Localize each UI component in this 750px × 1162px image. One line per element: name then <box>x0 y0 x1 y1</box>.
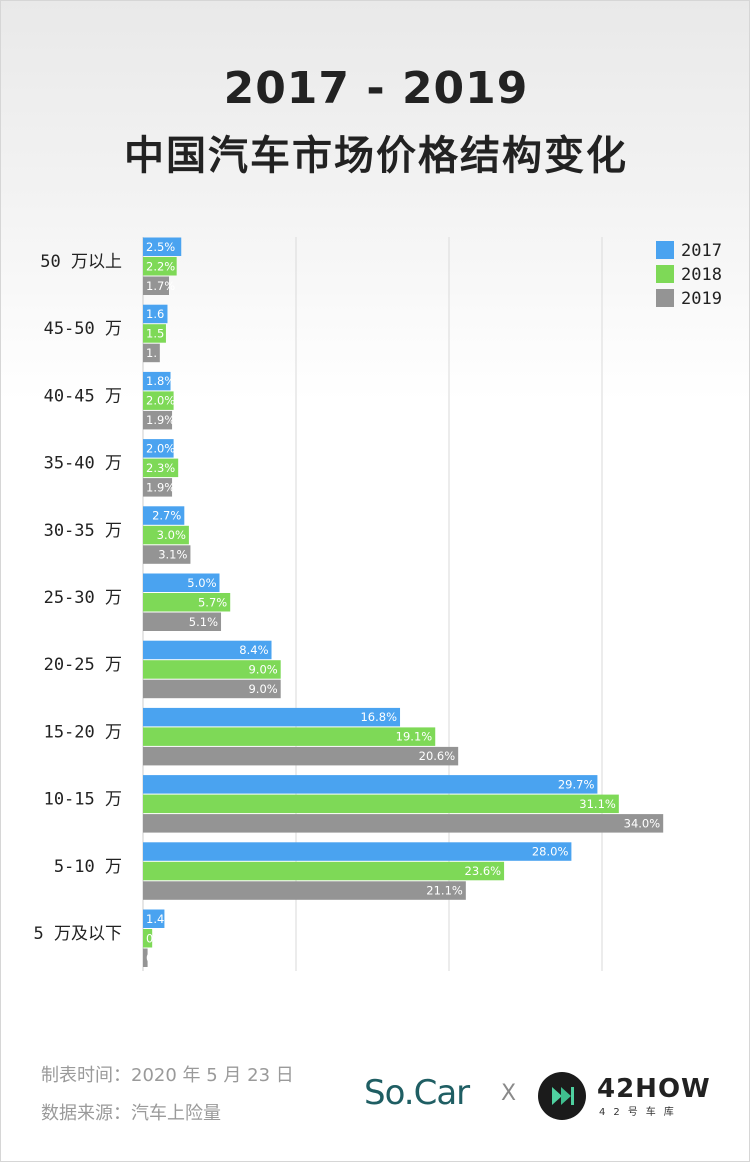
data-label: 5.0% <box>187 576 216 590</box>
category-label: 5-10 万 <box>54 857 122 877</box>
data-label: 5.7% <box>198 595 227 609</box>
bar-2019 <box>143 679 281 699</box>
data-label: 21.1% <box>426 884 463 898</box>
bar-2017 <box>143 640 272 660</box>
bar-2017 <box>143 707 401 727</box>
bar-2018 <box>143 593 231 612</box>
data-label: 1.8% <box>146 374 175 388</box>
bar-2018 <box>143 257 177 276</box>
bar-2019 <box>143 746 459 766</box>
bar-2018 <box>143 861 505 881</box>
data-label: 34.0% <box>624 816 661 830</box>
legend-swatch <box>656 289 674 307</box>
data-label: 3.0% <box>157 528 186 542</box>
bar-2019 <box>143 612 222 631</box>
category-label: 5 万及以下 <box>34 924 122 944</box>
bar-2019 <box>143 410 173 430</box>
category-label: 50 万以上 <box>40 252 122 272</box>
data-label: 9.0% <box>248 662 277 676</box>
category-label: 25-30 万 <box>44 588 122 608</box>
42how-logo-subtext: 42号车库 <box>599 1107 682 1118</box>
bar-2019 <box>143 814 664 833</box>
chart-title: 中国汽车市场价格结构变化 <box>124 133 628 179</box>
category-label: 45-50 万 <box>44 319 122 339</box>
bar-2018 <box>143 391 174 410</box>
data-label: 0 <box>146 931 153 945</box>
bar-2019 <box>143 545 191 564</box>
data-label: 2.3% <box>146 461 175 475</box>
data-label: 1.5 <box>146 326 164 340</box>
bar-2017 <box>143 842 572 861</box>
data-label: 1. <box>146 346 157 360</box>
data-label: 5.1% <box>189 615 218 629</box>
category-label: 20-25 万 <box>44 655 122 675</box>
bar-2017 <box>143 304 168 324</box>
category-label: 10-15 万 <box>44 790 122 810</box>
42how-logo-icon <box>538 1072 586 1120</box>
bar-2018 <box>143 727 436 746</box>
bar-2018 <box>143 324 166 343</box>
bar-2018 <box>143 458 179 478</box>
socar-logo: So.Car <box>364 1073 470 1113</box>
bar-chart: 50 万以上 2.5% 2.2% 1.7% 45-50 万 1.6 1.5 1. 40-45 万… <box>34 237 722 971</box>
bar-2018 <box>143 929 153 948</box>
bar-2019 <box>143 948 148 967</box>
category-label: 15-20 万 <box>44 722 122 742</box>
data-label: 23.6% <box>465 864 502 878</box>
logo-separator: X <box>501 1081 517 1106</box>
category-label: 30-35 万 <box>44 521 122 541</box>
data-label: 0 <box>146 951 153 965</box>
bar-2019 <box>143 343 160 363</box>
data-label: 9.0% <box>248 682 277 696</box>
legend-label: 2019 <box>681 289 722 309</box>
data-label: 16.8% <box>360 710 397 724</box>
data-label: 8.4% <box>239 643 268 657</box>
bar-2019 <box>143 276 170 295</box>
data-label: 1.9% <box>146 413 175 427</box>
42how-logo-text: 42HOW <box>597 1074 711 1104</box>
bar-2018 <box>143 660 281 679</box>
legend-label: 2018 <box>681 265 722 285</box>
bar-2017 <box>143 237 182 256</box>
data-label: 2.2% <box>146 259 175 273</box>
legend-swatch <box>656 241 674 259</box>
chart-title-years: 2017 - 2019 <box>223 63 529 114</box>
bar-2017 <box>143 371 171 391</box>
data-label: 1.4 <box>146 912 164 926</box>
data-label: 1.6 <box>146 307 164 321</box>
data-label: 29.7% <box>558 777 595 791</box>
data-label: 31.1% <box>579 797 616 811</box>
data-label: 19.1% <box>396 730 433 744</box>
bar-2017 <box>143 775 598 794</box>
data-label: 1.9% <box>146 480 175 494</box>
category-label: 40-45 万 <box>44 386 122 406</box>
bar-2019 <box>143 881 466 900</box>
legend-swatch <box>656 265 674 283</box>
data-label: 3.1% <box>158 548 187 562</box>
data-label: 2.7% <box>152 509 181 523</box>
category-label: 35-40 万 <box>44 454 122 474</box>
legend-label: 2017 <box>681 241 722 261</box>
data-label: 20.6% <box>419 749 456 763</box>
bar-2017 <box>143 909 165 928</box>
data-label: 28.0% <box>532 845 569 859</box>
bar-2017 <box>143 573 220 592</box>
data-label: 2.5% <box>146 240 175 254</box>
bar-2017 <box>143 506 185 525</box>
data-label: 1.7% <box>146 279 175 293</box>
bar-2018 <box>143 794 619 814</box>
bar-2019 <box>143 478 173 497</box>
data-label: 2.0% <box>146 394 175 408</box>
bar-2018 <box>143 525 189 545</box>
bar-2017 <box>143 439 174 458</box>
footer-made-time: 制表时间：2020 年 5 月 23 日 <box>41 1065 294 1086</box>
footer-data-source: 数据来源：汽车上险量 <box>41 1103 221 1124</box>
data-label: 2.0% <box>146 441 175 455</box>
